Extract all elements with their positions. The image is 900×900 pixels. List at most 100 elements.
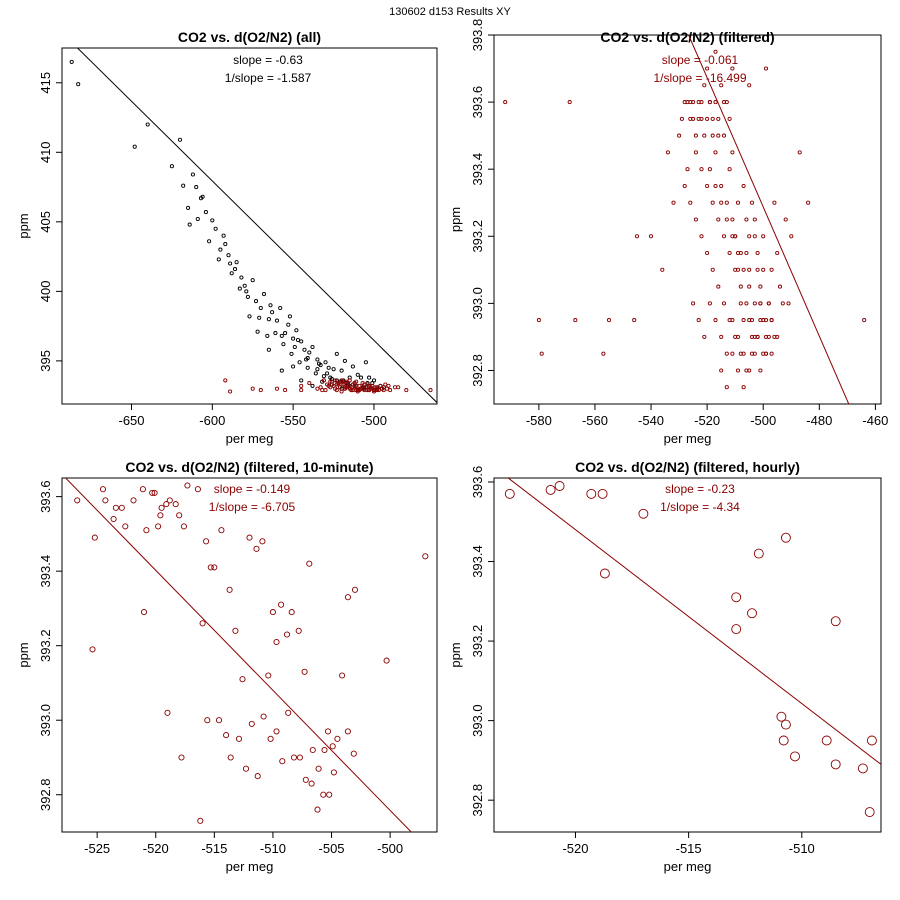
data-point-all (186, 205, 191, 210)
data-point-filtered (699, 234, 704, 239)
data-point-filtered-10min (324, 728, 332, 735)
y-tick-label: 393.2 (38, 629, 53, 662)
data-point-all (321, 374, 326, 379)
data-point-filtered (738, 351, 743, 356)
data-point-filtered-hourly (866, 735, 877, 746)
data-point-filtered (735, 250, 741, 256)
data-point-filtered-hourly (747, 608, 757, 619)
data-point-filtered (355, 386, 360, 391)
data-point-filtered (320, 388, 325, 393)
data-point-filtered-10min (254, 773, 261, 780)
data-point-filtered (730, 66, 735, 71)
data-point-filtered (724, 217, 729, 222)
data-point-filtered (677, 133, 682, 138)
data-point-filtered (705, 250, 710, 256)
data-point-filtered (755, 267, 760, 272)
data-point-filtered (721, 133, 727, 138)
data-point-filtered (307, 381, 312, 386)
data-point-all (247, 314, 252, 319)
data-point-all (232, 267, 238, 272)
data-point-filtered (721, 301, 727, 306)
y-tick-label: 395 (38, 350, 53, 372)
data-point-filtered (719, 183, 724, 189)
data-point-filtered-10min (215, 717, 223, 724)
data-point-filtered-10min (235, 735, 243, 742)
data-point-all (229, 271, 234, 276)
data-points (74, 482, 429, 824)
data-point-filtered (707, 167, 712, 172)
data-point-filtered-10min (110, 515, 117, 523)
data-point-all (265, 333, 270, 338)
data-point-filtered (250, 386, 255, 391)
data-point-filtered-10min (246, 534, 253, 541)
data-point-filtered-10min (350, 750, 357, 757)
data-point-filtered (763, 66, 769, 71)
data-points (503, 49, 867, 390)
data-point-filtered (747, 83, 752, 88)
data-point-filtered (321, 378, 326, 383)
data-point-filtered-10min (260, 713, 267, 720)
data-point-filtered (727, 167, 732, 172)
data-point-all (200, 194, 205, 199)
data-point-filtered (634, 234, 640, 239)
data-point-filtered (702, 334, 707, 339)
data-point-filtered (769, 267, 774, 272)
panel-filtered-hourly: CO2 vs. d(O2/N2) (filtered, hourly) -520 -… (448, 459, 882, 874)
data-point-all (316, 361, 322, 366)
data-point-filtered (283, 388, 288, 393)
data-point-filtered (707, 100, 712, 105)
data-point-filtered (710, 200, 715, 205)
data-point-all (234, 260, 239, 265)
data-point-filtered-10min (296, 754, 303, 761)
data-point-filtered (688, 200, 693, 205)
data-point-all (255, 329, 260, 334)
data-point-filtered (228, 389, 233, 394)
data-point-filtered (370, 386, 375, 391)
data-point-filtered-10min (194, 486, 201, 493)
data-point-all (181, 183, 186, 188)
data-point-all (270, 310, 275, 315)
data-point-filtered (334, 382, 339, 387)
data-point-filtered-hourly (776, 711, 787, 722)
data-point-all (328, 375, 333, 380)
data-point-all (258, 305, 263, 311)
data-point-filtered (747, 284, 752, 289)
data-point-filtered-10min (203, 538, 210, 545)
data-point-filtered-10min (339, 672, 346, 679)
data-point-filtered-hourly (753, 548, 764, 559)
data-point-filtered (755, 250, 760, 256)
data-point-filtered (761, 234, 766, 239)
data-point-filtered (347, 386, 352, 391)
x-tick-label: -500 (377, 841, 403, 856)
plot-frame (493, 477, 882, 833)
data-point-filtered (392, 385, 398, 390)
data-point-filtered (379, 386, 385, 391)
data-point-filtered (719, 200, 724, 205)
panel-filtered-10-minute: CO2 vs. d(O2/N2) (filtered, 10-minute) -5… (16, 459, 438, 874)
data-point-filtered (735, 200, 741, 205)
data-point-all (305, 365, 310, 370)
y-tick-label: 400 (38, 281, 53, 303)
y-tick-label: 392.8 (38, 778, 53, 811)
data-point-filtered-10min (383, 657, 390, 664)
data-point-filtered (699, 100, 704, 105)
data-point-filtered (315, 386, 320, 391)
data-point-all (203, 210, 208, 215)
data-point-filtered-10min (290, 754, 298, 761)
plot-frame (493, 34, 882, 405)
data-point-filtered (769, 318, 774, 323)
data-point-filtered-10min (283, 631, 291, 638)
data-point-filtered (747, 234, 752, 239)
data-point-filtered (741, 267, 746, 272)
data-point-filtered (536, 318, 541, 323)
data-point-filtered-hourly (597, 488, 608, 499)
data-point-filtered (693, 217, 698, 222)
data-point-filtered-10min (321, 746, 328, 754)
data-point-filtered-hourly (780, 532, 791, 543)
data-point-filtered (716, 284, 721, 289)
data-point-filtered (339, 382, 344, 387)
data-point-all (273, 331, 278, 336)
data-point-filtered-10min (149, 489, 156, 496)
data-point-all (278, 305, 283, 311)
x-tick-label: -500 (361, 413, 387, 428)
